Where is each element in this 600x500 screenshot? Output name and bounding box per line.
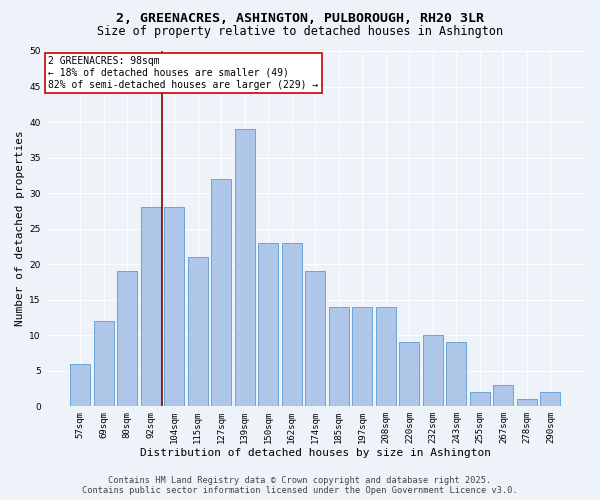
Bar <box>140 208 161 406</box>
Bar <box>94 321 113 406</box>
Bar <box>446 342 466 406</box>
Bar <box>423 335 443 406</box>
Y-axis label: Number of detached properties: Number of detached properties <box>15 130 25 326</box>
Bar <box>329 307 349 406</box>
Bar <box>188 257 208 406</box>
Text: Size of property relative to detached houses in Ashington: Size of property relative to detached ho… <box>97 25 503 38</box>
Bar <box>541 392 560 406</box>
Bar <box>211 179 231 406</box>
Bar <box>235 129 254 406</box>
Bar <box>164 208 184 406</box>
Bar <box>376 307 396 406</box>
Bar <box>305 271 325 406</box>
Bar <box>493 385 514 406</box>
Bar <box>258 243 278 406</box>
Text: 2, GREENACRES, ASHINGTON, PULBOROUGH, RH20 3LR: 2, GREENACRES, ASHINGTON, PULBOROUGH, RH… <box>116 12 484 26</box>
Text: 2 GREENACRES: 98sqm
← 18% of detached houses are smaller (49)
82% of semi-detach: 2 GREENACRES: 98sqm ← 18% of detached ho… <box>48 56 319 90</box>
Bar <box>352 307 373 406</box>
Bar <box>470 392 490 406</box>
Bar <box>400 342 419 406</box>
Bar <box>517 399 537 406</box>
Bar <box>117 271 137 406</box>
X-axis label: Distribution of detached houses by size in Ashington: Distribution of detached houses by size … <box>140 448 491 458</box>
Bar <box>70 364 90 406</box>
Bar <box>282 243 302 406</box>
Text: Contains HM Land Registry data © Crown copyright and database right 2025.
Contai: Contains HM Land Registry data © Crown c… <box>82 476 518 495</box>
